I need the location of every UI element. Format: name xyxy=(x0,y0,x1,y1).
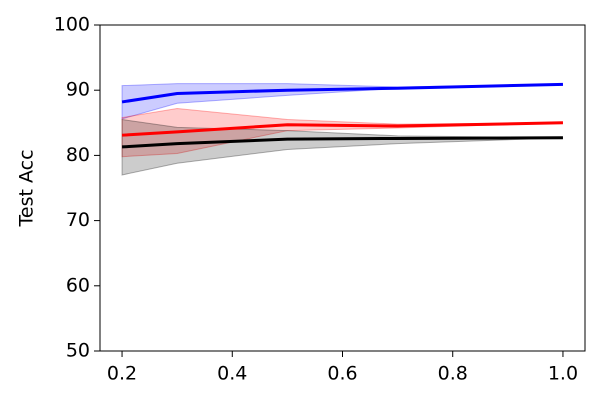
y-tick-label: 90 xyxy=(66,79,90,101)
y-tick-label: 100 xyxy=(54,14,90,36)
y-tick-label: 70 xyxy=(66,209,90,231)
y-tick-label: 60 xyxy=(66,274,90,296)
y-tick-label: 50 xyxy=(66,340,90,362)
y-axis-label: Test Acc xyxy=(16,149,38,227)
plot-frame xyxy=(99,24,586,352)
line xyxy=(121,121,563,137)
x-tick-label: 0.6 xyxy=(327,363,357,385)
line xyxy=(121,82,563,104)
x-tick-label: 0.2 xyxy=(107,363,137,385)
x-tick-label: 0.8 xyxy=(438,363,468,385)
x-tick-label: 1.0 xyxy=(548,363,578,385)
y-tick-label: 80 xyxy=(66,144,90,166)
line xyxy=(121,136,563,149)
x-tick-label: 0.4 xyxy=(217,363,247,385)
